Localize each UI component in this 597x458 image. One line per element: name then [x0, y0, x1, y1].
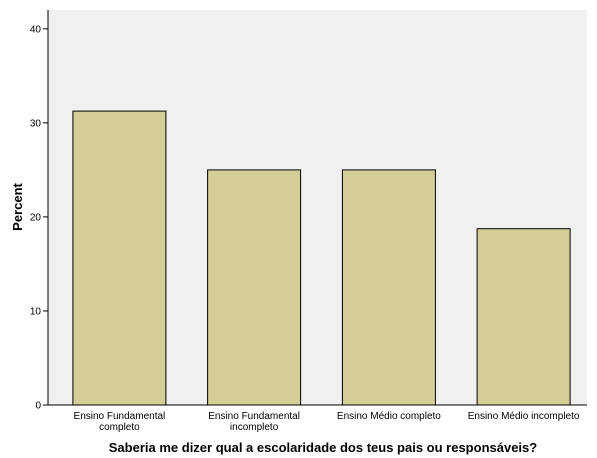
bar-4 — [476, 228, 571, 406]
y-tick-label-20: 20 — [30, 212, 42, 223]
x-tick-label-line: Ensino Médio incompleto — [468, 411, 580, 422]
x-tick-label-2: Ensino Fundamental incompleto — [208, 411, 300, 433]
y-ticks-group: 0 10 20 30 40 — [30, 24, 48, 412]
bars-group — [72, 110, 571, 406]
y-tick-label-30: 30 — [30, 118, 42, 129]
x-tick-label-line: Ensino Médio completo — [337, 411, 441, 422]
x-tick-label-line: completo — [99, 422, 140, 433]
bar-3 — [341, 169, 436, 406]
x-tick-label-3: Ensino Médio completo — [337, 411, 441, 422]
y-tick-label-40: 40 — [30, 24, 42, 35]
y-tick-label-10: 10 — [30, 306, 42, 317]
x-axis-title: Saberia me dizer qual a escolaridade dos… — [109, 440, 538, 455]
x-tick-label-line: Ensino Fundamental — [74, 411, 166, 422]
x-tick-label-line: Ensino Fundamental — [208, 411, 300, 422]
x-tick-label-line: incompleto — [230, 422, 279, 433]
x-tick-label-1: Ensino Fundamental completo — [74, 411, 166, 433]
y-tick-label-0: 0 — [35, 401, 41, 412]
x-tick-label-4: Ensino Médio incompleto — [468, 411, 580, 422]
axes-group — [47, 10, 587, 406]
y-axis-title: Percent — [10, 182, 25, 230]
bar-1 — [72, 110, 167, 406]
bar-2 — [207, 169, 302, 406]
